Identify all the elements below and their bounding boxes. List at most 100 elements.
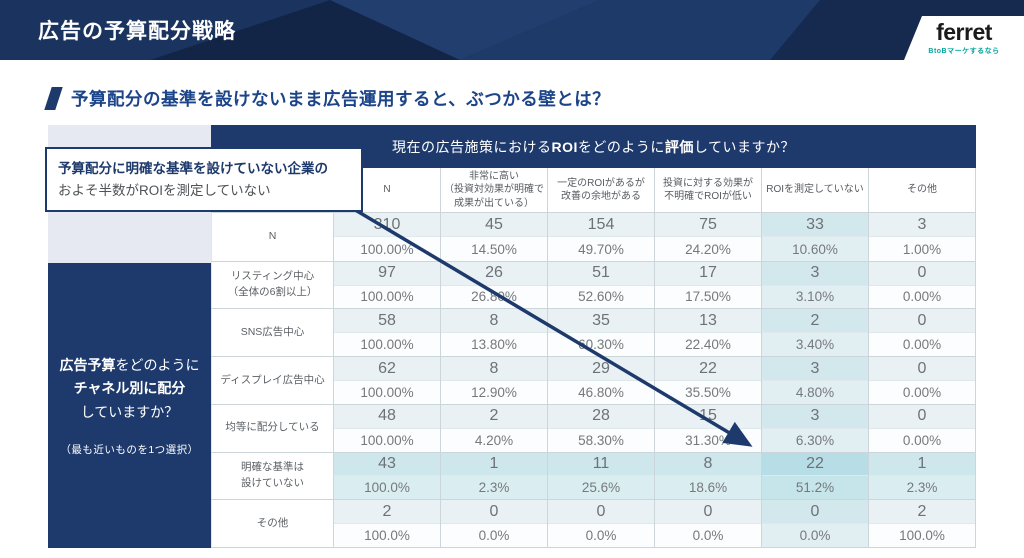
cell-count: 3 xyxy=(762,357,868,381)
cell-percent: 0.00% xyxy=(869,428,975,452)
table-cell: 8 18.6% xyxy=(654,452,761,500)
slash-accent-icon xyxy=(44,87,63,110)
cell-percent: 0.00% xyxy=(869,381,975,404)
column-header: その他 xyxy=(868,168,975,212)
row-label: SNS広告中心 xyxy=(211,309,333,357)
cell-percent: 100.00% xyxy=(334,285,440,309)
table-row: 均等に配分している 48 100.00% 2 4.20% 28 58.30% 15 31.30%… xyxy=(211,403,975,452)
table-cell: 13 22.40% xyxy=(654,309,761,357)
table-cell: 310 100.00% xyxy=(333,213,440,261)
table-cell: 2 3.40% xyxy=(761,309,868,357)
cell-count: 2 xyxy=(334,500,440,525)
cell-count: 97 xyxy=(334,261,440,286)
cell-count: 0 xyxy=(548,500,654,525)
cell-count: 28 xyxy=(548,404,654,429)
row-label: 明確な基準は 設けていない xyxy=(211,452,333,500)
cell-percent: 22.40% xyxy=(655,333,761,357)
table-cell: 22 35.50% xyxy=(654,357,761,404)
cell-percent: 60.30% xyxy=(548,333,654,357)
table-row: ディスプレイ広告中心 62 100.00% 8 12.90% 29 46.80% 22 35.5… xyxy=(211,356,975,404)
row-label: その他 xyxy=(211,500,333,547)
cell-count: 2 xyxy=(869,500,975,525)
logo-wordmark: ferret xyxy=(936,18,992,45)
table-cell: 43 100.0% xyxy=(333,452,440,500)
table-cell: 26 26.80% xyxy=(440,261,547,309)
cell-percent: 0.0% xyxy=(548,524,654,547)
cell-percent: 10.60% xyxy=(762,237,868,261)
cell-percent: 17.50% xyxy=(655,285,761,309)
sidebar-question: 広告予算をどのように チャネル別に配分 していますか？ xyxy=(60,354,200,423)
cell-percent: 14.50% xyxy=(441,237,547,261)
cell-count: 11 xyxy=(548,452,654,477)
table-cell: 0 0.0% xyxy=(761,500,868,547)
cell-percent: 31.30% xyxy=(655,428,761,452)
table-cell: 3 1.00% xyxy=(868,213,975,261)
cell-percent: 0.0% xyxy=(655,524,761,547)
table-cell: 0 0.0% xyxy=(440,500,547,547)
cell-count: 0 xyxy=(762,500,868,525)
cell-percent: 100.00% xyxy=(334,428,440,452)
table-cell: 15 31.30% xyxy=(654,404,761,452)
cell-count: 75 xyxy=(655,213,761,238)
cell-percent: 25.6% xyxy=(548,476,654,500)
cell-count: 35 xyxy=(548,309,654,334)
row-label: リスティング中心 （全体の6割以上） xyxy=(211,261,333,309)
cell-count: 15 xyxy=(655,404,761,429)
cell-count: 3 xyxy=(762,404,868,429)
table-cell: 1 2.3% xyxy=(440,452,547,500)
table-cell: 3 3.10% xyxy=(761,261,868,309)
table-cell: 29 46.80% xyxy=(547,357,654,404)
cell-count: 1 xyxy=(441,452,547,477)
table-cell: 2 100.0% xyxy=(333,500,440,547)
table-cell: 17 17.50% xyxy=(654,261,761,309)
column-header: ROIを測定していない xyxy=(761,168,868,212)
header-banner: 広告の予算配分戦略 ferret BtoBマーケするなら xyxy=(0,0,1024,60)
table-cell: 75 24.20% xyxy=(654,213,761,261)
cell-count: 33 xyxy=(762,213,868,238)
table-cell: 3 6.30% xyxy=(761,404,868,452)
cell-percent: 100.0% xyxy=(334,524,440,547)
ferret-logo: ferret BtoBマーケするなら xyxy=(904,16,1024,60)
cell-count: 3 xyxy=(869,213,975,238)
row-label: 均等に配分している xyxy=(211,404,333,452)
table-cell: 3 4.80% xyxy=(761,357,868,404)
cell-count: 62 xyxy=(334,357,440,381)
table-cell: 58 100.00% xyxy=(333,309,440,357)
cell-percent: 51.2% xyxy=(762,476,868,500)
cell-percent: 46.80% xyxy=(548,381,654,404)
cell-count: 58 xyxy=(334,309,440,334)
cell-count: 310 xyxy=(334,213,440,238)
cell-percent: 18.6% xyxy=(655,476,761,500)
cell-count: 2 xyxy=(762,309,868,334)
cell-count: 22 xyxy=(762,452,868,477)
cell-count: 48 xyxy=(334,404,440,429)
cell-count: 45 xyxy=(441,213,547,238)
cell-count: 51 xyxy=(548,261,654,286)
cell-percent: 58.30% xyxy=(548,428,654,452)
table-cell: 48 100.00% xyxy=(333,404,440,452)
cell-count: 0 xyxy=(869,357,975,381)
sidebar-question-line: 広告予算をどのように xyxy=(59,357,200,374)
highlighted-cell: 22 51.2% xyxy=(761,452,868,500)
table-cell: 2 4.20% xyxy=(440,404,547,452)
question-sidebar: 広告予算をどのように チャネル別に配分 していますか？ （最も近いものを1つ選択） xyxy=(48,263,211,548)
table-cell: 51 52.60% xyxy=(547,261,654,309)
table-cell: 11 25.6% xyxy=(547,452,654,500)
cell-percent: 3.10% xyxy=(762,285,868,309)
table-cell: 35 60.30% xyxy=(547,309,654,357)
cell-percent: 100.00% xyxy=(334,381,440,404)
cell-percent: 100.00% xyxy=(334,333,440,357)
callout-line2: およそ半数がROIを測定していない xyxy=(58,182,271,198)
cell-count: 1 xyxy=(869,452,975,477)
cell-count: 43 xyxy=(334,452,440,477)
column-header: 一定のROIがあるが 改善の余地がある xyxy=(547,168,654,212)
column-header: 投資に対する効果が 不明確でROIが低い xyxy=(654,168,761,212)
cell-percent: 13.80% xyxy=(441,333,547,357)
table-cell: 154 49.70% xyxy=(547,213,654,261)
cell-percent: 4.20% xyxy=(441,428,547,452)
cell-percent: 100.0% xyxy=(334,476,440,500)
table-row: N 310 100.00% 45 14.50% 154 49.70% 75 24.20% 33 10… xyxy=(211,213,975,261)
cell-percent: 52.60% xyxy=(548,285,654,309)
cell-percent: 2.3% xyxy=(441,476,547,500)
